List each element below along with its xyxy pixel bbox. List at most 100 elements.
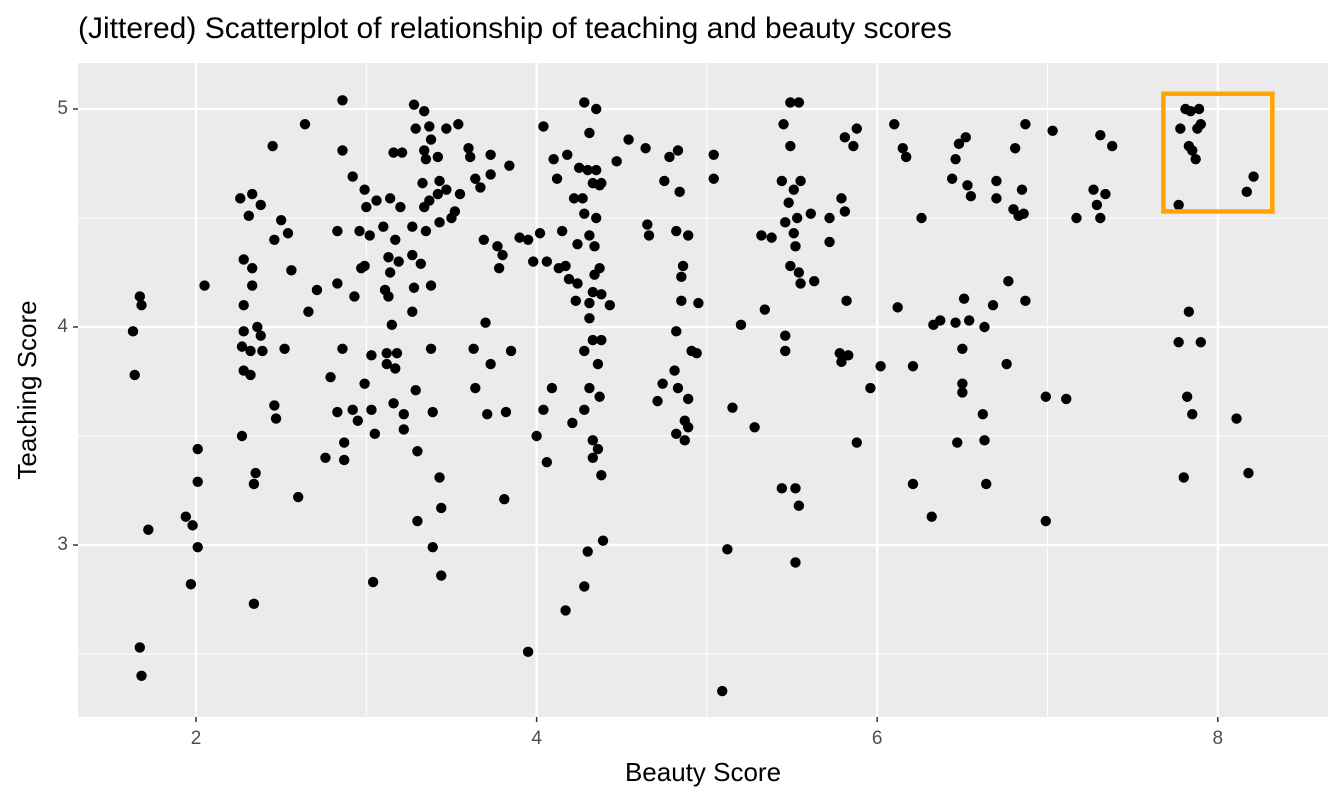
point <box>410 385 421 396</box>
point <box>1100 188 1111 200</box>
point <box>791 212 803 224</box>
point <box>396 147 408 158</box>
point <box>286 265 297 276</box>
point <box>946 173 958 184</box>
point <box>785 140 796 152</box>
point <box>408 282 420 293</box>
point <box>776 483 788 494</box>
x-axis-title: Beauty Score <box>625 757 781 787</box>
point <box>958 293 970 304</box>
point <box>962 180 973 191</box>
point <box>129 369 140 381</box>
point <box>567 417 578 429</box>
point <box>427 541 438 553</box>
point <box>851 123 862 134</box>
point <box>604 299 616 311</box>
point <box>282 228 294 239</box>
point <box>538 404 549 416</box>
point <box>766 232 777 243</box>
point <box>1040 391 1052 402</box>
point <box>780 345 791 357</box>
point <box>136 670 147 681</box>
point <box>497 249 508 261</box>
point <box>691 347 702 359</box>
point <box>592 443 604 455</box>
point <box>420 225 432 237</box>
point <box>979 435 990 446</box>
point <box>465 151 476 163</box>
point <box>584 382 595 394</box>
point <box>991 175 1002 187</box>
point <box>270 413 282 424</box>
point <box>338 454 350 466</box>
x-tick-label: 8 <box>1213 728 1224 749</box>
point <box>793 97 805 108</box>
point <box>759 304 771 315</box>
point <box>248 598 260 610</box>
point <box>470 382 481 394</box>
point <box>337 343 348 354</box>
point <box>957 387 968 398</box>
highlight-box <box>1161 91 1275 214</box>
point <box>434 175 445 187</box>
point <box>470 173 481 184</box>
point <box>671 428 682 440</box>
point <box>677 260 689 272</box>
point <box>582 164 593 176</box>
point <box>1241 186 1252 198</box>
point <box>424 121 435 132</box>
point <box>311 284 323 296</box>
point <box>199 280 210 291</box>
x-tick-label: 4 <box>531 728 542 749</box>
point <box>337 95 348 106</box>
point <box>419 105 430 117</box>
point <box>391 347 403 359</box>
point <box>127 326 139 337</box>
point <box>584 127 595 139</box>
point <box>848 140 859 152</box>
point <box>395 201 406 213</box>
point <box>436 502 447 514</box>
point <box>596 334 607 346</box>
y-tick-label: 5 <box>57 98 68 119</box>
point <box>247 188 258 200</box>
point <box>795 175 806 187</box>
point <box>892 302 903 313</box>
point <box>907 361 919 372</box>
point <box>361 201 372 213</box>
point <box>778 119 789 130</box>
point <box>407 249 418 261</box>
point <box>275 214 287 226</box>
point <box>953 138 965 150</box>
point <box>839 206 851 217</box>
point <box>427 406 438 418</box>
point <box>238 299 249 311</box>
point <box>407 306 418 317</box>
point <box>454 188 466 200</box>
point <box>907 478 919 490</box>
point <box>424 195 435 206</box>
point <box>449 206 461 217</box>
point <box>642 219 653 230</box>
point <box>541 456 553 468</box>
point <box>522 234 534 245</box>
point <box>672 145 684 156</box>
point <box>596 177 607 189</box>
point <box>865 382 876 394</box>
point <box>548 153 559 165</box>
point <box>383 291 394 302</box>
point <box>354 225 365 237</box>
point <box>485 149 496 160</box>
point <box>839 132 851 143</box>
point <box>468 343 479 354</box>
point <box>235 193 246 204</box>
point <box>1190 153 1201 165</box>
point <box>897 143 908 154</box>
grid <box>78 63 1328 717</box>
point <box>192 443 203 455</box>
point <box>378 221 389 232</box>
point <box>255 199 266 211</box>
point <box>623 134 634 145</box>
point <box>1173 199 1184 211</box>
point <box>369 428 381 440</box>
